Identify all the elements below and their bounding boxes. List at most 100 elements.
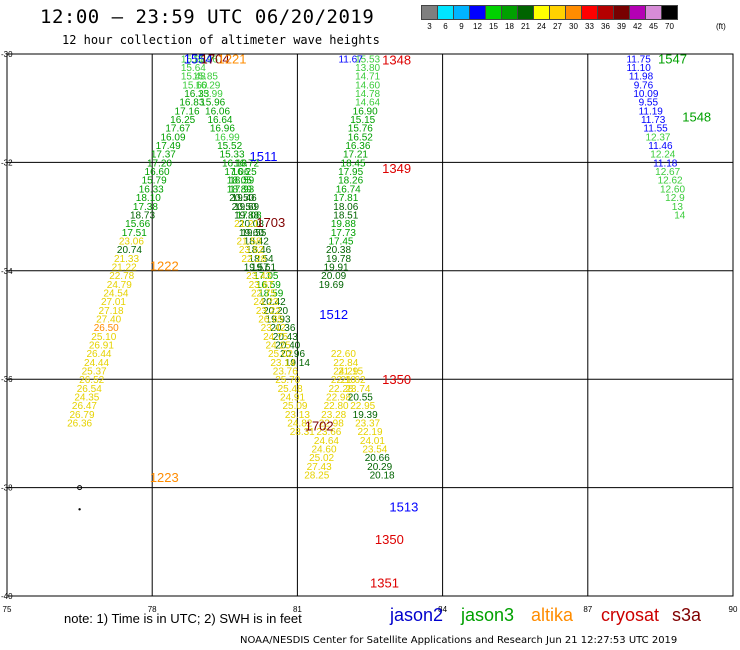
wave-height-value: 23.54 (362, 445, 387, 456)
wave-height-value: 21.33 (114, 254, 139, 265)
wave-height-value: 24.79 (107, 280, 132, 291)
wave-height-value: 23.74 (345, 384, 370, 395)
wave-height-value: 22.19 (357, 427, 382, 438)
latitude-tick-label: -30 (1, 50, 13, 59)
wave-height-value: 15.33 (220, 150, 245, 161)
wave-height-value: 19.78 (326, 254, 351, 265)
pass-time-label: 1223 (150, 470, 179, 485)
wave-height-value: 15.15 (350, 115, 375, 126)
wave-height-value: 23.13 (285, 410, 310, 421)
longitude-tick-label: 81 (293, 605, 302, 614)
wave-height-value: 16.25 (170, 115, 195, 126)
color-scale-label: 45 (649, 22, 658, 31)
wave-height-value: 17.95 (338, 167, 363, 178)
wave-height-value: 20.08 (239, 219, 264, 230)
wave-height-value: 27.40 (96, 314, 121, 325)
wave-height-value: 24.35 (74, 393, 99, 404)
color-scale-unit: (ft) (716, 22, 726, 31)
wave-height-value: 26.36 (67, 419, 92, 430)
wave-height-value: 16.25 (232, 167, 257, 178)
wave-height-value: 24.54 (103, 288, 128, 299)
wave-height-value: 20.09 (321, 271, 346, 282)
wave-height-value: 26.54 (77, 384, 102, 395)
wave-height-value: 13.80 (355, 63, 380, 74)
color-scale-label: 70 (665, 22, 674, 31)
wave-height-value: 23.06 (119, 236, 144, 247)
wave-height-value: 17.37 (151, 150, 176, 161)
pass-time-label: 1222 (150, 258, 179, 273)
pass-time-label: 1348 (382, 52, 411, 67)
wave-height-value: 23.66 (316, 427, 341, 438)
wave-height-value: 20.20 (263, 306, 288, 317)
wave-height-value: 23.42 (261, 323, 286, 334)
pass-time-label: 1512 (319, 307, 348, 322)
color-scale-label: 24 (537, 22, 546, 31)
color-scale-label: 36 (601, 22, 610, 31)
pass-time-label: 1548 (682, 109, 711, 124)
wave-height-value: 24.75 (263, 332, 288, 343)
wave-height-value: 20.55 (348, 393, 373, 404)
wave-height-value: 16.60 (145, 167, 170, 178)
pass-time-label: 1702 (305, 418, 334, 433)
wave-height-value: 19.14 (285, 358, 310, 369)
wave-height-value: 15.76 (348, 124, 373, 135)
wave-height-value: 19.55 (241, 228, 266, 239)
color-scale-label: 27 (553, 22, 562, 31)
wave-height-value: 19.91 (324, 262, 349, 273)
wave-height-value: 15.88 (181, 54, 206, 65)
wave-height-value: 12.9 (665, 193, 685, 204)
wave-height-value: 26.79 (70, 410, 95, 421)
wave-height-value: 27.43 (307, 462, 332, 473)
wave-height-value: 17.08 (236, 210, 261, 221)
pass-time-label: 1511 (250, 149, 278, 164)
wave-height-value: 15.96 (193, 54, 218, 65)
wave-height-value: 17.67 (165, 124, 190, 135)
wave-height-value: 15.99 (198, 89, 223, 100)
wave-height-value: 24.25 (266, 341, 291, 352)
wave-height-value: 19.57 (244, 262, 269, 273)
wave-height-value: 22.95 (350, 401, 375, 412)
wave-height-value: 21.22 (112, 262, 137, 273)
pass-time-label: 1547 (658, 51, 687, 66)
color-scale-label: 3 (427, 22, 432, 31)
wave-height-value: 14.64 (355, 98, 380, 109)
wave-height-value: 19.60 (239, 228, 264, 239)
wave-height-value: 22.98 (319, 419, 344, 430)
wave-height-value: 23.43 (246, 271, 271, 282)
island-marker (78, 508, 81, 511)
wave-height-value: 17.45 (328, 236, 353, 247)
wave-height-value: 22.98 (326, 393, 351, 404)
wave-height-value: 11.46 (648, 141, 673, 152)
wave-height-value: 22.78 (109, 271, 134, 282)
wave-height-value: 18.54 (249, 254, 274, 265)
wave-height-value: 23.37 (355, 419, 380, 430)
wave-height-value: 16.90 (353, 106, 378, 117)
wave-height-value: 24.82 (287, 419, 312, 430)
longitude-tick-label: 84 (438, 605, 447, 614)
wave-height-value: 19.93 (266, 314, 291, 325)
wave-height-value: 24.01 (360, 436, 385, 447)
credit-line: NOAA/NESDIS Center for Satellite Applica… (240, 635, 678, 646)
wave-height-value: 25.70 (275, 375, 300, 386)
longitude-tick-label: 78 (148, 605, 157, 614)
wave-height-value: 24.23 (253, 297, 278, 308)
wave-height-value: 17.49 (156, 141, 181, 152)
wave-height-value: 22.60 (331, 349, 356, 360)
wave-height-value: 20.50 (229, 193, 254, 204)
wave-height-value: 16.33 (139, 184, 164, 195)
latitude-tick-label: -32 (1, 158, 13, 167)
color-scale-label: 9 (459, 22, 464, 31)
pass-time-label: 1350 (375, 532, 404, 547)
color-scale-label: 12 (473, 22, 482, 31)
wave-height-value: 12.62 (658, 176, 683, 187)
wave-height-value: 15.96 (200, 98, 225, 109)
wave-height-value: 22.75 (251, 288, 276, 299)
longitude-tick-label: 87 (583, 605, 592, 614)
wave-height-value: 20.66 (365, 453, 390, 464)
pass-time-label: 1703 (256, 215, 285, 230)
wave-height-value: 16.83 (179, 98, 204, 109)
wave-height-value: 20.36 (270, 323, 295, 334)
satellite-legend-item: altika (531, 605, 574, 625)
wave-height-value: 11.73 (641, 115, 666, 126)
wave-height-value: 15.64 (181, 63, 206, 74)
